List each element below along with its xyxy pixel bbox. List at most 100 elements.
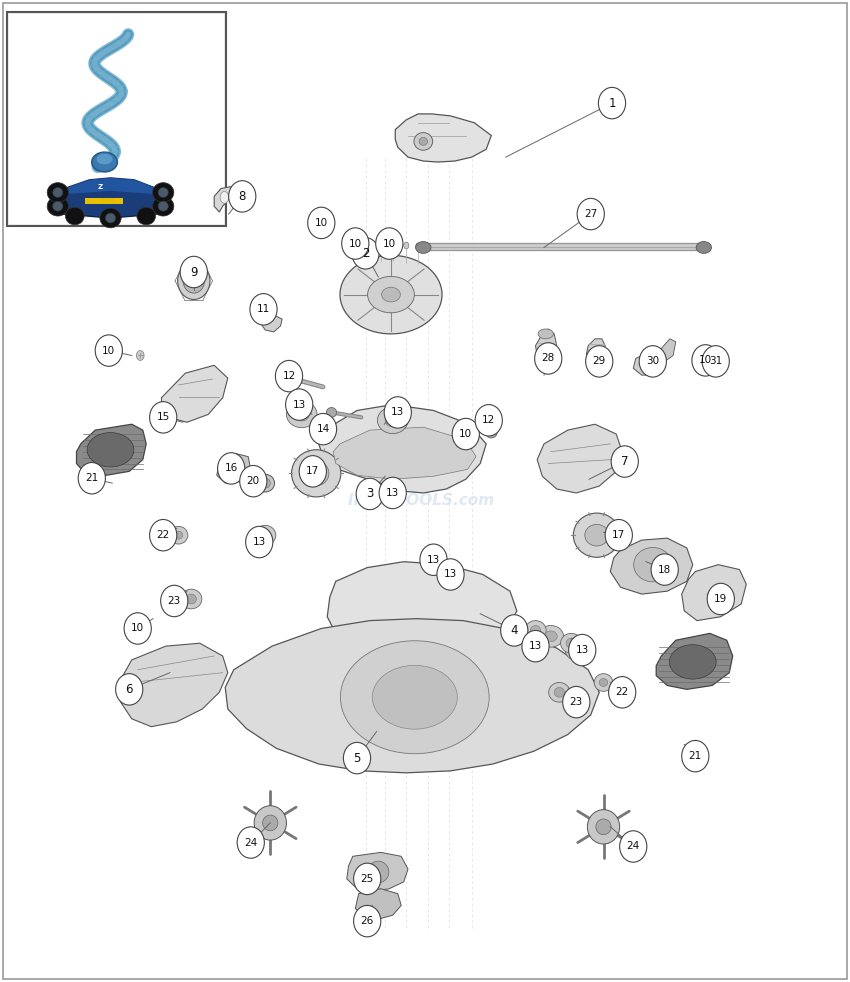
Text: 10: 10 xyxy=(131,624,145,633)
Text: 23: 23 xyxy=(167,596,181,606)
Text: 10: 10 xyxy=(699,355,712,365)
Ellipse shape xyxy=(285,372,297,384)
Polygon shape xyxy=(610,538,693,594)
Ellipse shape xyxy=(435,560,457,579)
Circle shape xyxy=(180,256,207,288)
Ellipse shape xyxy=(565,639,591,661)
Circle shape xyxy=(308,207,335,239)
Text: 27: 27 xyxy=(584,209,598,219)
Text: 18: 18 xyxy=(658,565,672,574)
Ellipse shape xyxy=(694,360,702,370)
Ellipse shape xyxy=(136,351,144,360)
Ellipse shape xyxy=(256,474,275,492)
Ellipse shape xyxy=(294,408,309,421)
Circle shape xyxy=(692,345,719,376)
Text: 14: 14 xyxy=(316,424,330,434)
Ellipse shape xyxy=(670,645,716,680)
Text: 23: 23 xyxy=(570,697,583,707)
FancyBboxPatch shape xyxy=(3,3,847,979)
Circle shape xyxy=(95,335,122,366)
Circle shape xyxy=(354,863,381,895)
Ellipse shape xyxy=(441,565,451,574)
Polygon shape xyxy=(355,889,401,919)
Text: 13: 13 xyxy=(575,645,589,655)
Polygon shape xyxy=(347,852,408,892)
Circle shape xyxy=(452,418,479,450)
Polygon shape xyxy=(395,114,491,162)
Polygon shape xyxy=(333,427,476,479)
Ellipse shape xyxy=(422,545,444,565)
Text: 13: 13 xyxy=(386,488,400,498)
Ellipse shape xyxy=(186,594,196,604)
Text: 3: 3 xyxy=(366,487,373,501)
Polygon shape xyxy=(157,189,170,214)
Polygon shape xyxy=(537,424,622,493)
Text: 19: 19 xyxy=(714,594,728,604)
Ellipse shape xyxy=(485,426,497,438)
Circle shape xyxy=(356,478,383,510)
Circle shape xyxy=(376,228,403,259)
Polygon shape xyxy=(682,565,746,621)
Ellipse shape xyxy=(260,530,270,540)
Text: 11: 11 xyxy=(257,304,270,314)
Ellipse shape xyxy=(100,208,122,228)
Ellipse shape xyxy=(545,631,558,642)
Ellipse shape xyxy=(188,274,200,288)
Ellipse shape xyxy=(105,213,116,223)
Text: 21: 21 xyxy=(85,473,99,483)
Circle shape xyxy=(475,405,502,436)
Ellipse shape xyxy=(174,531,183,539)
Circle shape xyxy=(620,831,647,862)
Polygon shape xyxy=(162,365,228,422)
Circle shape xyxy=(522,630,549,662)
Ellipse shape xyxy=(416,244,421,250)
Polygon shape xyxy=(51,185,170,218)
Ellipse shape xyxy=(286,402,317,428)
Ellipse shape xyxy=(404,243,409,249)
Text: 17: 17 xyxy=(612,530,626,540)
FancyBboxPatch shape xyxy=(7,12,226,226)
Polygon shape xyxy=(51,189,64,214)
Ellipse shape xyxy=(634,548,672,581)
Ellipse shape xyxy=(178,262,210,300)
Ellipse shape xyxy=(96,153,113,165)
Ellipse shape xyxy=(254,805,286,841)
Ellipse shape xyxy=(153,183,174,202)
Polygon shape xyxy=(586,339,605,365)
Ellipse shape xyxy=(48,196,68,216)
Text: 12: 12 xyxy=(282,371,296,381)
Ellipse shape xyxy=(158,188,168,197)
Circle shape xyxy=(682,740,709,772)
Text: 13: 13 xyxy=(252,537,266,547)
Circle shape xyxy=(354,905,381,937)
Polygon shape xyxy=(716,352,727,368)
Circle shape xyxy=(240,465,267,497)
Circle shape xyxy=(218,453,245,484)
Circle shape xyxy=(563,686,590,718)
Ellipse shape xyxy=(220,191,229,203)
Circle shape xyxy=(116,674,143,705)
Text: 10: 10 xyxy=(314,218,328,228)
Circle shape xyxy=(78,463,105,494)
Circle shape xyxy=(577,198,604,230)
Polygon shape xyxy=(661,339,676,361)
Ellipse shape xyxy=(428,550,439,560)
Text: 10: 10 xyxy=(102,346,116,355)
Ellipse shape xyxy=(587,809,620,845)
Ellipse shape xyxy=(65,207,84,225)
Ellipse shape xyxy=(414,133,433,150)
Circle shape xyxy=(343,742,371,774)
Circle shape xyxy=(379,477,406,509)
Ellipse shape xyxy=(538,329,553,339)
Circle shape xyxy=(299,456,326,487)
Text: 13: 13 xyxy=(444,570,457,579)
Circle shape xyxy=(598,87,626,119)
Polygon shape xyxy=(656,633,733,689)
Ellipse shape xyxy=(303,462,329,486)
Text: Z: Z xyxy=(98,184,103,190)
Ellipse shape xyxy=(169,526,188,544)
Circle shape xyxy=(124,613,151,644)
Ellipse shape xyxy=(554,687,564,697)
Ellipse shape xyxy=(260,478,270,488)
Circle shape xyxy=(237,827,264,858)
